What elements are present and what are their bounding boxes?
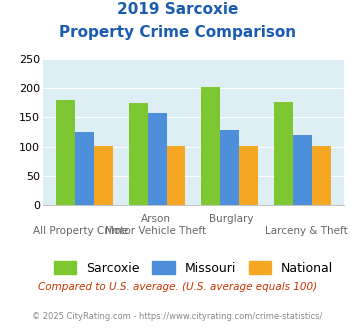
Text: Larceny & Theft: Larceny & Theft — [265, 226, 348, 236]
Text: Motor Vehicle Theft: Motor Vehicle Theft — [105, 226, 206, 236]
Text: 2019 Sarcoxie: 2019 Sarcoxie — [117, 2, 238, 16]
Bar — [75, 132, 94, 205]
Text: Compared to U.S. average. (U.S. average equals 100): Compared to U.S. average. (U.S. average … — [38, 282, 317, 292]
Bar — [312, 146, 331, 205]
Text: Burglary: Burglary — [209, 214, 253, 224]
Bar — [166, 146, 186, 205]
Bar — [220, 130, 239, 205]
Text: All Property Crime: All Property Crime — [33, 226, 128, 236]
Bar — [274, 102, 293, 205]
Bar — [148, 113, 166, 205]
Bar — [239, 146, 258, 205]
Text: Arson: Arson — [141, 214, 171, 224]
Legend: Sarcoxie, Missouri, National: Sarcoxie, Missouri, National — [48, 254, 339, 281]
Bar — [201, 87, 220, 205]
Bar — [56, 100, 75, 205]
Bar — [129, 103, 148, 205]
Text: © 2025 CityRating.com - https://www.cityrating.com/crime-statistics/: © 2025 CityRating.com - https://www.city… — [32, 312, 323, 321]
Text: Property Crime Comparison: Property Crime Comparison — [59, 25, 296, 40]
Bar — [293, 135, 312, 205]
Bar — [94, 146, 113, 205]
